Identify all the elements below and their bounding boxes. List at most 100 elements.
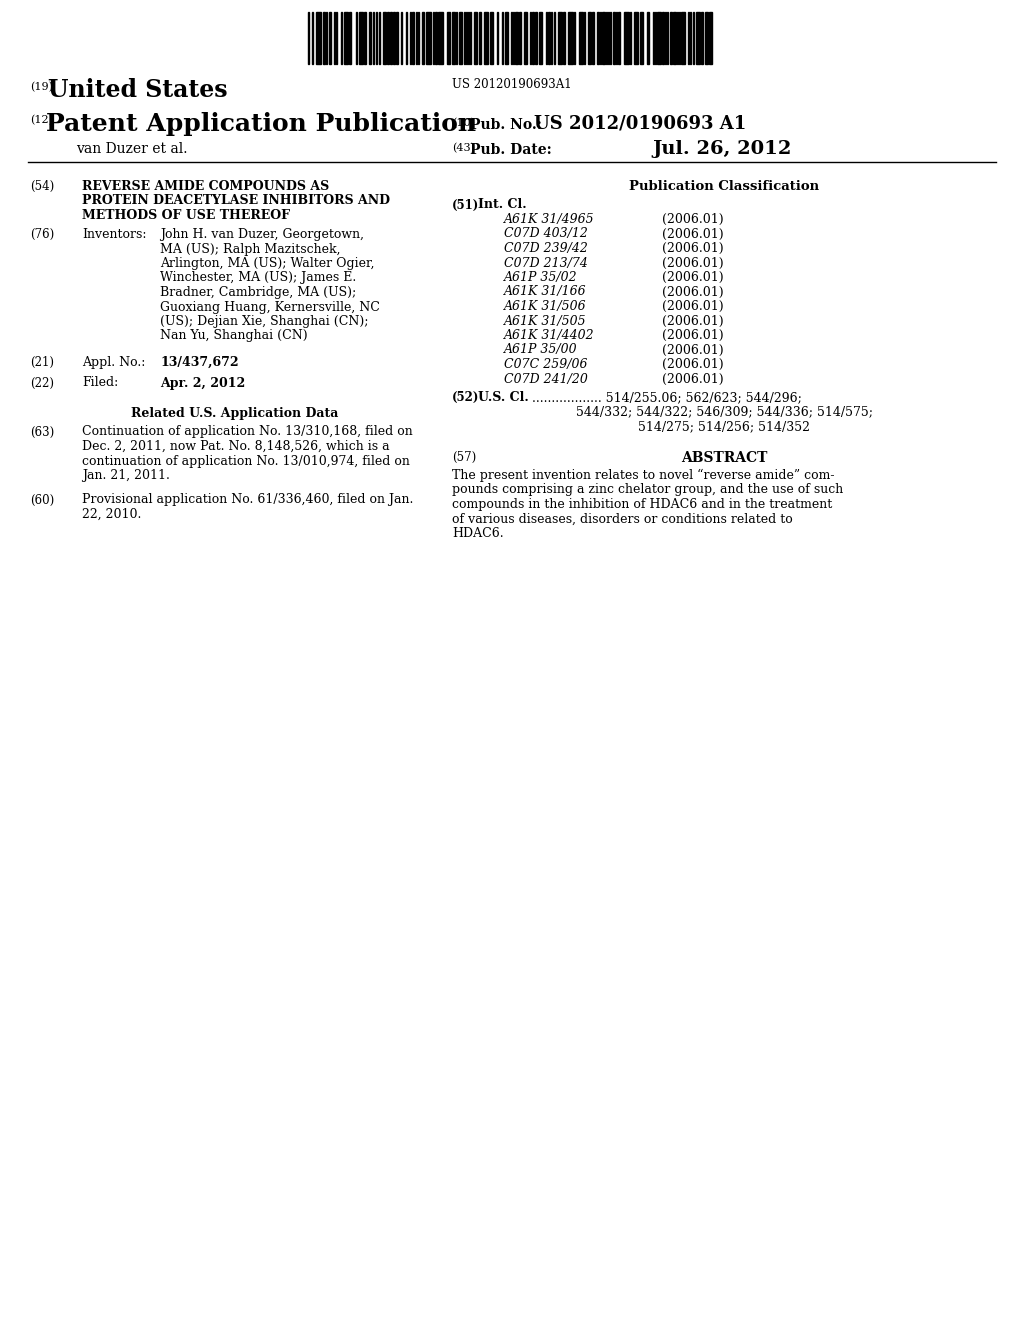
Text: U.S. Cl.: U.S. Cl. — [478, 391, 528, 404]
Text: (54): (54) — [30, 180, 54, 193]
Text: Pub. No.:: Pub. No.: — [470, 117, 542, 132]
Text: (51): (51) — [452, 198, 479, 211]
Text: 544/332; 544/322; 546/309; 544/336; 514/575;: 544/332; 544/322; 546/309; 544/336; 514/… — [575, 405, 872, 418]
Text: Apr. 2, 2012: Apr. 2, 2012 — [160, 376, 246, 389]
Text: (2006.01): (2006.01) — [662, 242, 724, 255]
Text: C07C 259/06: C07C 259/06 — [504, 358, 588, 371]
Text: van Duzer et al.: van Duzer et al. — [76, 143, 187, 156]
Text: (12): (12) — [30, 115, 53, 125]
Text: (2006.01): (2006.01) — [662, 343, 724, 356]
Bar — [524, 12, 527, 63]
Text: John H. van Duzer, Georgetown,: John H. van Duzer, Georgetown, — [160, 228, 364, 242]
Text: (2006.01): (2006.01) — [662, 314, 724, 327]
Bar — [515, 12, 518, 63]
Text: Publication Classification: Publication Classification — [629, 180, 819, 193]
Text: (2006.01): (2006.01) — [662, 271, 724, 284]
Text: Continuation of application No. 13/310,168, filed on: Continuation of application No. 13/310,1… — [82, 425, 413, 438]
Text: Guoxiang Huang, Kernersville, NC: Guoxiang Huang, Kernersville, NC — [160, 301, 380, 314]
Bar — [459, 12, 462, 63]
Bar — [618, 12, 621, 63]
Text: Patent Application Publication: Patent Application Publication — [46, 112, 476, 136]
Bar — [563, 12, 565, 63]
Text: Jan. 21, 2011.: Jan. 21, 2011. — [82, 469, 170, 482]
Bar — [412, 12, 414, 63]
Bar — [349, 12, 351, 63]
Bar — [323, 12, 325, 63]
Text: A61K 31/166: A61K 31/166 — [504, 285, 587, 298]
Text: (21): (21) — [30, 356, 54, 370]
Bar — [663, 12, 665, 63]
Text: (22): (22) — [30, 376, 54, 389]
Text: Inventors:: Inventors: — [82, 228, 146, 242]
Bar — [452, 12, 455, 63]
Text: Int. Cl.: Int. Cl. — [478, 198, 526, 211]
Text: compounds in the inhibition of HDAC6 and in the treatment: compounds in the inhibition of HDAC6 and… — [452, 498, 833, 511]
Text: C07D 239/42: C07D 239/42 — [504, 242, 588, 255]
Text: (76): (76) — [30, 228, 54, 242]
Bar — [532, 12, 535, 63]
Text: (2006.01): (2006.01) — [662, 300, 724, 313]
Text: Bradner, Cambridge, MA (US);: Bradner, Cambridge, MA (US); — [160, 286, 356, 300]
Text: (2006.01): (2006.01) — [662, 256, 724, 269]
Text: 13/437,672: 13/437,672 — [160, 356, 239, 370]
Text: A61K 31/4402: A61K 31/4402 — [504, 329, 595, 342]
Text: US 2012/0190693 A1: US 2012/0190693 A1 — [534, 115, 746, 133]
Bar — [473, 12, 476, 63]
Text: pounds comprising a zinc chelator group, and the use of such: pounds comprising a zinc chelator group,… — [452, 483, 843, 496]
Bar — [364, 12, 366, 63]
Text: US 20120190693A1: US 20120190693A1 — [453, 78, 571, 91]
Bar — [426, 12, 431, 63]
Text: The present invention relates to novel “reverse amide” com-: The present invention relates to novel “… — [452, 469, 835, 482]
Bar — [383, 12, 386, 63]
Text: A61K 31/505: A61K 31/505 — [504, 314, 587, 327]
Text: (52): (52) — [452, 391, 479, 404]
Bar — [390, 12, 392, 63]
Text: (US); Dejian Xie, Shanghai (CN);: (US); Dejian Xie, Shanghai (CN); — [160, 315, 369, 327]
Bar — [540, 12, 543, 63]
Text: 514/275; 514/256; 514/352: 514/275; 514/256; 514/352 — [638, 420, 810, 433]
Text: (2006.01): (2006.01) — [662, 358, 724, 371]
Bar — [592, 12, 594, 63]
Text: (10): (10) — [452, 117, 475, 128]
Bar — [673, 12, 676, 63]
Text: (2006.01): (2006.01) — [662, 329, 724, 342]
Bar — [387, 12, 389, 63]
Text: REVERSE AMIDE COMPOUNDS AS: REVERSE AMIDE COMPOUNDS AS — [82, 180, 330, 193]
Bar — [701, 12, 703, 63]
Bar — [489, 12, 493, 63]
Bar — [549, 12, 551, 63]
Bar — [483, 12, 487, 63]
Bar — [329, 12, 331, 63]
Text: (63): (63) — [30, 425, 54, 438]
Bar — [696, 12, 700, 63]
Text: MA (US); Ralph Mazitschek,: MA (US); Ralph Mazitschek, — [160, 243, 341, 256]
Text: (2006.01): (2006.01) — [662, 285, 724, 298]
Bar — [670, 12, 672, 63]
Text: PROTEIN DEACETYLASE INHIBITORS AND: PROTEIN DEACETYLASE INHIBITORS AND — [82, 194, 390, 207]
Text: 22, 2010.: 22, 2010. — [82, 508, 141, 521]
Text: A61K 31/4965: A61K 31/4965 — [504, 213, 595, 226]
Bar — [422, 12, 424, 63]
Bar — [505, 12, 508, 63]
Text: A61P 35/02: A61P 35/02 — [504, 271, 578, 284]
Text: Related U.S. Application Data: Related U.S. Application Data — [131, 407, 339, 420]
Text: (2006.01): (2006.01) — [662, 213, 724, 226]
Bar — [393, 12, 395, 63]
Bar — [602, 12, 605, 63]
Bar — [446, 12, 450, 63]
Text: (19): (19) — [30, 82, 53, 92]
Bar — [597, 12, 599, 63]
Text: Appl. No.:: Appl. No.: — [82, 356, 145, 370]
Text: A61P 35/00: A61P 35/00 — [504, 343, 578, 356]
Bar — [625, 12, 629, 63]
Text: Nan Yu, Shanghai (CN): Nan Yu, Shanghai (CN) — [160, 330, 307, 342]
Text: (43): (43) — [452, 143, 475, 153]
Bar — [437, 12, 442, 63]
Text: .................. 514/255.06; 562/623; 544/296;: .................. 514/255.06; 562/623; … — [528, 391, 802, 404]
Text: (60): (60) — [30, 494, 54, 507]
Text: Winchester, MA (US); James E.: Winchester, MA (US); James E. — [160, 272, 356, 285]
Text: ABSTRACT: ABSTRACT — [681, 450, 767, 465]
Bar — [558, 12, 562, 63]
Text: (2006.01): (2006.01) — [662, 372, 724, 385]
Bar — [640, 12, 643, 63]
